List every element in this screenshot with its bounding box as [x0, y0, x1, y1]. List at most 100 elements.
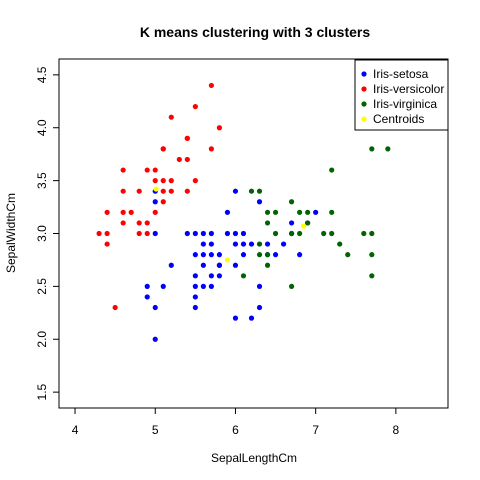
data-point: [200, 252, 206, 258]
legend-box: [354, 59, 449, 131]
chart-title: K means clustering with 3 clusters: [140, 24, 371, 40]
data-point: [208, 146, 214, 152]
data-point: [208, 273, 214, 279]
data-point: [184, 156, 190, 163]
data-point: [152, 336, 158, 342]
data-point: [264, 262, 271, 268]
data-point: [160, 178, 166, 184]
legend-label: Iris-versicolor: [373, 82, 444, 96]
data-point: [192, 283, 198, 289]
data-point: [345, 252, 351, 258]
data-point: [369, 273, 375, 279]
y-tick-label: 3.5: [35, 172, 49, 189]
data-point: [160, 146, 166, 152]
data-point: [369, 230, 375, 237]
x-tick-label: 8: [393, 423, 400, 437]
data-point: [232, 315, 239, 321]
data-point: [264, 241, 271, 247]
data-point: [232, 241, 239, 247]
data-point: [192, 103, 198, 110]
x-tick-label: 5: [152, 423, 159, 437]
data-point: [152, 167, 158, 173]
data-point: [184, 230, 190, 237]
data-point: [152, 209, 158, 215]
data-point: [248, 315, 255, 321]
data-point: [192, 294, 198, 300]
y-axis-label: SepalWidthCm: [4, 193, 18, 273]
data-point: [264, 220, 271, 226]
data-point: [272, 230, 279, 237]
data-point: [192, 273, 198, 279]
data-point: [369, 252, 375, 258]
data-point: [337, 241, 343, 247]
legend-marker: [361, 71, 367, 77]
data-point: [168, 114, 174, 120]
x-tick-label: 4: [72, 423, 79, 437]
data-point: [313, 209, 319, 215]
x-axis: 4 5 6 7 8: [72, 408, 400, 437]
data-point: [160, 199, 166, 205]
legend-marker: [361, 86, 367, 92]
data-point: [264, 209, 271, 215]
data-point: [224, 209, 231, 215]
data-point: [288, 230, 295, 237]
data-point: [288, 220, 295, 226]
data-point: [329, 209, 335, 215]
legend-label: Centroids: [373, 112, 424, 126]
data-point: [288, 199, 295, 205]
data-point: [152, 199, 158, 205]
data-point: [144, 283, 150, 289]
data-point: [144, 220, 150, 226]
data-point: [112, 304, 118, 311]
data-point: [369, 146, 375, 152]
data-point: [240, 230, 247, 237]
data-point: [144, 294, 150, 300]
data-point: [192, 252, 198, 258]
data-point: [248, 241, 255, 247]
series-iris-virginica: [240, 146, 391, 289]
data-point: [240, 273, 247, 279]
legend-label: Iris-setosa: [373, 67, 429, 81]
y-axis: 1.5 2.0 2.5 3.0 3.5 4.0 4.5: [35, 66, 59, 400]
legend-label: Iris-virginica: [373, 97, 437, 111]
series-iris-setosa: [144, 188, 319, 342]
y-tick-label: 2.5: [35, 278, 49, 295]
data-point: [240, 252, 247, 258]
y-tick-label: 4.5: [35, 66, 49, 83]
data-point: [272, 209, 279, 215]
data-point: [232, 188, 239, 194]
data-point: [256, 252, 263, 258]
data-point: [361, 230, 367, 237]
data-point: [192, 178, 198, 184]
data-point: [297, 209, 303, 215]
data-point: [256, 241, 263, 247]
data-point: [248, 188, 255, 194]
data-point: [256, 304, 263, 311]
data-point: [329, 230, 335, 237]
data-point: [305, 209, 311, 215]
legend-marker: [361, 101, 367, 107]
data-point: [136, 220, 142, 226]
data-point: [152, 178, 158, 184]
data-point: [152, 304, 158, 311]
data-point: [240, 241, 247, 247]
data-point: [120, 188, 126, 194]
legend-marker: [361, 116, 367, 122]
data-point: [168, 262, 174, 268]
legend: Iris-setosaIris-versicolorIris-virginica…: [354, 59, 449, 131]
data-point: [153, 186, 159, 192]
data-point: [176, 156, 182, 163]
data-point: [208, 252, 214, 258]
data-point: [136, 230, 142, 237]
data-point: [200, 230, 206, 237]
data-point: [184, 135, 190, 141]
data-point: [160, 188, 166, 194]
data-point: [329, 167, 335, 173]
y-tick-label: 1.5: [35, 383, 49, 400]
series-centroids: [153, 186, 307, 263]
data-point: [152, 230, 158, 237]
series-iris-versicolor: [96, 82, 223, 311]
x-tick-label: 7: [312, 423, 319, 437]
data-point: [297, 252, 303, 258]
data-point: [104, 241, 110, 247]
